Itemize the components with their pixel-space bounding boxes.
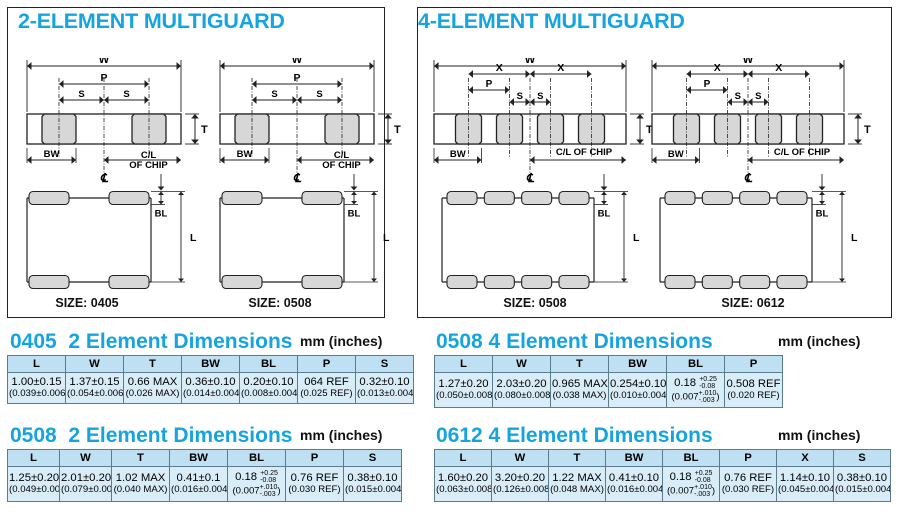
svg-text:S: S (735, 91, 741, 102)
svg-text:BL: BL (816, 209, 829, 220)
svg-text:C/L OF CHIP: C/L OF CHIP (774, 147, 831, 158)
svg-text:T: T (394, 124, 401, 136)
svg-text:S: S (78, 89, 84, 100)
svg-text:P: P (704, 79, 711, 90)
svg-text:T: T (201, 124, 208, 136)
svg-text:S: S (537, 91, 543, 102)
svg-text:W: W (525, 58, 536, 66)
svg-text:L: L (383, 232, 390, 244)
svg-text:W: W (99, 58, 110, 66)
svg-text:L: L (190, 232, 197, 244)
svg-text:X: X (775, 62, 782, 74)
svg-text:W: W (292, 58, 303, 66)
svg-text:BW: BW (450, 149, 466, 160)
svg-text:C/L OF CHIP: C/L OF CHIP (556, 147, 613, 158)
svg-text:L: L (851, 232, 858, 244)
svg-text:S: S (517, 91, 523, 102)
svg-text:S: S (271, 89, 277, 100)
svg-text:L: L (633, 232, 640, 244)
svg-text:S: S (316, 89, 322, 100)
svg-text:OF CHIP: OF CHIP (322, 160, 361, 171)
svg-text:W: W (743, 58, 754, 66)
svg-text:OF CHIP: OF CHIP (129, 160, 168, 171)
svg-text:S: S (755, 91, 761, 102)
svg-text:P: P (486, 79, 493, 90)
svg-text:BW: BW (668, 149, 684, 160)
svg-text:BW: BW (44, 149, 60, 160)
svg-text:S: S (123, 89, 129, 100)
svg-text:T: T (864, 124, 871, 136)
svg-text:BL: BL (598, 209, 611, 220)
svg-text:P: P (293, 72, 300, 84)
svg-text:BL: BL (348, 209, 361, 220)
svg-text:BW: BW (237, 149, 253, 160)
svg-text:X: X (557, 62, 564, 74)
svg-text:BL: BL (155, 209, 168, 220)
svg-text:P: P (100, 72, 107, 84)
svg-text:X: X (714, 62, 721, 74)
svg-text:X: X (496, 62, 503, 74)
